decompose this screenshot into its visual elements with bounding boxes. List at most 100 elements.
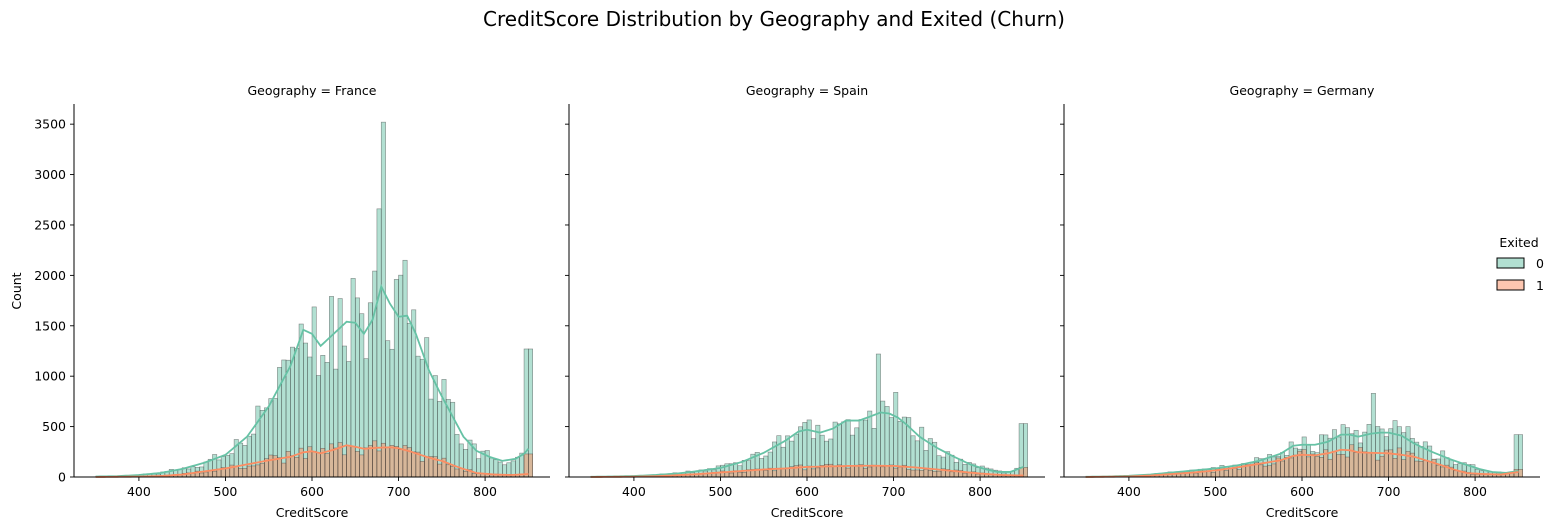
x-tick-label: 600	[300, 484, 324, 499]
bar-exited-1-spain	[923, 469, 929, 478]
x-tick-label: 700	[882, 484, 906, 499]
bar-exited-1-france	[372, 440, 378, 478]
bar-exited-1-spain	[914, 469, 920, 478]
bar-exited-1-spain	[867, 466, 873, 478]
x-tick-label: 800	[473, 484, 497, 499]
x-tick-label: 600	[1290, 484, 1314, 499]
x-tick-label: 400	[1117, 484, 1141, 499]
bar-exited-1-germany	[1262, 465, 1268, 478]
x-axis-label-spain: CreditScore	[771, 505, 844, 520]
y-tick-label: 1000	[34, 369, 66, 384]
y-tick-label: 1500	[34, 318, 66, 333]
bar-exited-1-spain	[741, 472, 747, 478]
y-axis-label: Count	[9, 272, 24, 309]
bar-exited-1-germany	[1362, 451, 1368, 478]
bar-exited-1-france	[437, 463, 443, 478]
bar-exited-1-spain	[849, 465, 855, 478]
bar-exited-1-spain	[862, 467, 868, 478]
bar-exited-1-germany	[1306, 456, 1311, 478]
bar-exited-1-germany	[1293, 454, 1298, 478]
bar-exited-1-germany	[1518, 469, 1523, 478]
kde-france	[95, 283, 530, 478]
bar-exited-1-spain	[1023, 467, 1028, 478]
legend-swatch-1	[1496, 279, 1525, 291]
bar-exited-0-france	[359, 313, 365, 478]
bar-exited-1-germany	[1340, 454, 1346, 478]
bar-exited-1-germany	[1280, 460, 1285, 478]
bar-exited-1-spain	[936, 470, 942, 478]
chart-title: CreditScore Distribution by Geography an…	[483, 7, 1065, 31]
bar-exited-0-france	[398, 274, 404, 478]
bar-exited-1-france	[346, 445, 352, 478]
bar-exited-1-france	[212, 470, 218, 478]
bar-exited-1-france	[450, 465, 456, 478]
bar-exited-1-france	[251, 465, 257, 478]
bar-exited-1-spain	[910, 469, 916, 478]
panel-title-spain: Geography = Spain	[746, 83, 868, 98]
bar-exited-1-france	[199, 472, 205, 478]
x-tick-label: 600	[795, 484, 819, 499]
bar-exited-1-germany	[1310, 453, 1316, 478]
bar-exited-1-germany	[1267, 465, 1273, 478]
bar-exited-1-spain	[919, 470, 925, 478]
bar-exited-1-germany	[1435, 464, 1441, 478]
bar-exited-1-germany	[1319, 457, 1324, 478]
kde-line-exited-0	[95, 283, 530, 478]
bar-exited-1-germany	[1288, 457, 1294, 478]
bar-exited-1-france	[359, 454, 365, 478]
bar-exited-0-france	[419, 358, 425, 478]
bar-exited-1-france	[329, 443, 334, 478]
bar-exited-1-germany	[1249, 464, 1255, 478]
panel-title-germany: Geography = Germany	[1230, 83, 1375, 98]
kde-line-exited-1	[95, 444, 529, 478]
panel-title-france: Geography = France	[248, 83, 377, 98]
bar-exited-1-spain	[841, 466, 847, 478]
bar-exited-1-germany	[1401, 459, 1407, 478]
bar-exited-1-france	[303, 458, 308, 478]
legend-swatch-0	[1496, 257, 1525, 269]
bar-exited-1-france	[398, 449, 404, 478]
bar-exited-1-germany	[1336, 454, 1342, 478]
bar-exited-1-france	[324, 453, 330, 478]
bar-exited-1-france	[268, 454, 274, 478]
bar-exited-1-spain	[759, 469, 765, 478]
y-tick-label: 500	[42, 419, 66, 434]
bar-exited-1-spain	[932, 471, 938, 478]
bar-exited-1-spain	[854, 464, 860, 478]
bar-exited-1-france	[528, 453, 533, 478]
bar-exited-1-spain	[884, 465, 890, 478]
bar-exited-1-france	[389, 445, 395, 478]
bar-exited-1-france	[225, 467, 231, 478]
bar-exited-1-spain	[802, 469, 808, 478]
panel-spain: Geography = Spain 400 500 600 700 800	[565, 83, 1045, 499]
kde-germany	[1085, 431, 1519, 478]
bar-exited-1-spain	[949, 471, 955, 478]
legend-label-1: 1	[1536, 278, 1544, 293]
bar-exited-1-germany	[1414, 460, 1420, 478]
x-tick-label: 500	[214, 484, 238, 499]
bar-exited-1-spain	[962, 472, 968, 478]
bar-exited-1-france	[316, 452, 321, 478]
bar-exited-0-spain	[919, 426, 925, 478]
x-tick-label: 800	[968, 484, 992, 499]
x-axis-label-germany: CreditScore	[1266, 505, 1339, 520]
y-tick-label: 3000	[34, 167, 66, 182]
bar-exited-1-germany	[1271, 463, 1277, 478]
bar-exited-1-france	[290, 455, 295, 478]
bar-exited-0-france	[303, 342, 308, 478]
x-tick-label: 700	[387, 484, 411, 499]
bar-exited-1-germany	[1327, 458, 1333, 478]
bar-exited-1-germany	[1301, 449, 1307, 478]
bar-exited-1-france	[445, 464, 451, 478]
bar-exited-1-germany	[1392, 457, 1398, 478]
bar-exited-1-spain	[772, 470, 778, 478]
bar-exited-1-france	[367, 445, 373, 478]
bar-exited-1-spain	[897, 466, 903, 478]
bar-exited-1-germany	[1375, 459, 1381, 478]
bar-exited-1-france	[411, 451, 417, 478]
bar-exited-1-germany	[1236, 469, 1242, 478]
bar-exited-1-france	[415, 451, 421, 478]
bar-exited-1-spain	[845, 467, 851, 478]
axes-germany: 400 500 600 700 800	[1060, 104, 1540, 499]
bar-exited-1-france	[311, 450, 317, 478]
